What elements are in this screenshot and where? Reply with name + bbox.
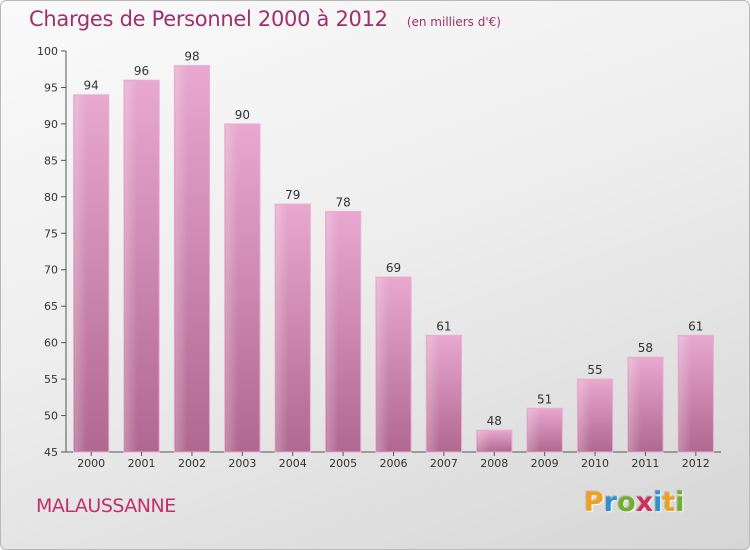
- chart-title: Charges de Personnel 2000 à 2012: [29, 7, 388, 31]
- x-tick-label: 2009: [531, 457, 559, 470]
- y-tick-label: 70: [44, 264, 58, 277]
- data-label: 55: [587, 363, 602, 377]
- bar-highlight: [326, 212, 339, 451]
- chart-subtitle: (en milliers d'€): [406, 15, 501, 29]
- bar-highlight: [528, 409, 541, 451]
- logo-letter: P: [584, 487, 604, 518]
- x-tick-label: 2000: [77, 457, 105, 470]
- x-tick-label: 2003: [228, 457, 256, 470]
- bar-highlight: [124, 81, 138, 451]
- y-tick-label: 90: [44, 118, 58, 131]
- data-label: 58: [638, 341, 653, 355]
- title-row: Charges de Personnel 2000 à 2012 (en mil…: [29, 7, 501, 31]
- x-tick-label: 2006: [380, 457, 408, 470]
- data-label: 51: [537, 392, 552, 406]
- data-label: 78: [335, 195, 350, 209]
- data-label: 61: [436, 319, 451, 333]
- logo-letter: r: [603, 487, 618, 518]
- x-tick-label: 2008: [480, 457, 508, 470]
- logo-letter: x: [635, 487, 654, 518]
- y-tick-label: 65: [44, 300, 58, 313]
- data-label: 98: [184, 50, 199, 64]
- data-label: 69: [386, 261, 401, 275]
- bar-highlight: [477, 431, 490, 451]
- y-tick-label: 85: [44, 154, 58, 167]
- y-tick-label: 75: [44, 227, 58, 240]
- data-label: 96: [134, 64, 149, 78]
- x-tick-label: 2005: [329, 457, 357, 470]
- data-label: 79: [285, 188, 300, 202]
- x-tick-label: 2004: [279, 457, 307, 470]
- bar-highlight: [427, 336, 440, 451]
- logo-letter: i: [675, 487, 685, 518]
- y-tick-label: 45: [44, 446, 58, 459]
- bar-highlight: [628, 358, 642, 451]
- x-tick-label: 2002: [178, 457, 206, 470]
- data-label: 90: [235, 108, 250, 122]
- x-tick-label: 2001: [128, 457, 156, 470]
- x-tick-label: 2011: [631, 457, 659, 470]
- data-label: 61: [688, 319, 703, 333]
- data-label: 94: [84, 79, 99, 93]
- bar-highlight: [578, 380, 591, 451]
- data-label: 48: [487, 414, 502, 428]
- x-tick-label: 2012: [682, 457, 710, 470]
- y-tick-label: 80: [44, 191, 58, 204]
- bar-highlight: [376, 278, 390, 451]
- y-tick-label: 100: [37, 45, 58, 58]
- logo-letter: o: [617, 487, 636, 518]
- x-tick-label: 2010: [581, 457, 609, 470]
- bar-highlight: [225, 124, 239, 451]
- x-tick-label: 2007: [430, 457, 458, 470]
- bar-highlight: [74, 95, 87, 451]
- bar-highlight: [175, 66, 188, 451]
- y-tick-label: 50: [44, 410, 58, 423]
- proxiti-logo[interactable]: Proxiti: [584, 487, 685, 518]
- y-tick-label: 95: [44, 81, 58, 94]
- bar-highlight: [679, 336, 692, 451]
- commune-name: MALAUSSANNE: [36, 495, 176, 517]
- y-tick-label: 60: [44, 337, 58, 350]
- y-tick-label: 55: [44, 373, 58, 386]
- logo-letter: i: [653, 487, 663, 518]
- logo-letter: t: [662, 487, 676, 518]
- bar-highlight: [276, 205, 289, 451]
